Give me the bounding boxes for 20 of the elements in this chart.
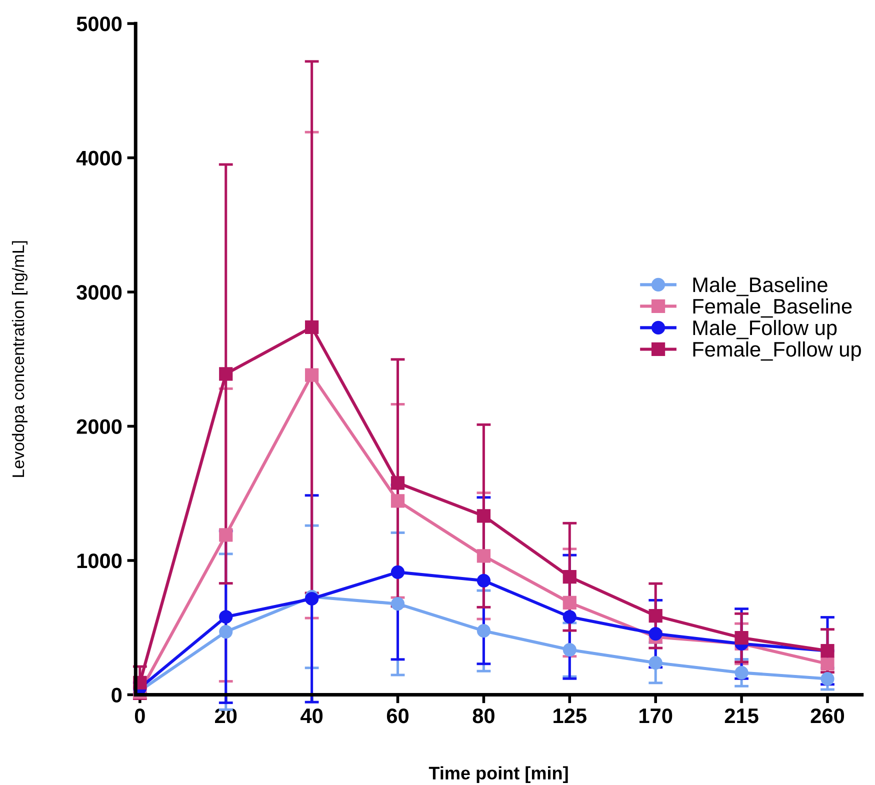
- y-tick-label: 2000: [76, 419, 122, 434]
- x-tick-label: 170: [640, 708, 672, 724]
- x-tick-label: 0: [134, 708, 145, 724]
- x-tick-label: 125: [554, 708, 586, 724]
- x-tick-label: 80: [472, 708, 494, 724]
- legend-label: Male_Follow up: [693, 320, 837, 340]
- y-tick-label: 4000: [76, 150, 122, 166]
- legend-label: Female_Baseline: [693, 298, 852, 318]
- x-tick-label: 40: [300, 708, 323, 724]
- legend-label: Male_Baseline: [693, 276, 828, 296]
- y-tick-label: 1000: [77, 553, 122, 568]
- y-tick-label: 3000: [76, 285, 122, 300]
- x-tick-label: 260: [810, 708, 844, 724]
- y-tick-label: 0: [112, 688, 122, 702]
- legend-label: Female_Follow up: [693, 341, 861, 361]
- y-tick-label: 5000: [76, 16, 122, 32]
- x-axis-title: Time point [min]: [428, 766, 568, 784]
- x-tick-label: 60: [386, 708, 408, 724]
- y-axis-title: Levodopa concentration [ng/mL]: [12, 241, 28, 477]
- x-tick-label: 215: [724, 708, 758, 724]
